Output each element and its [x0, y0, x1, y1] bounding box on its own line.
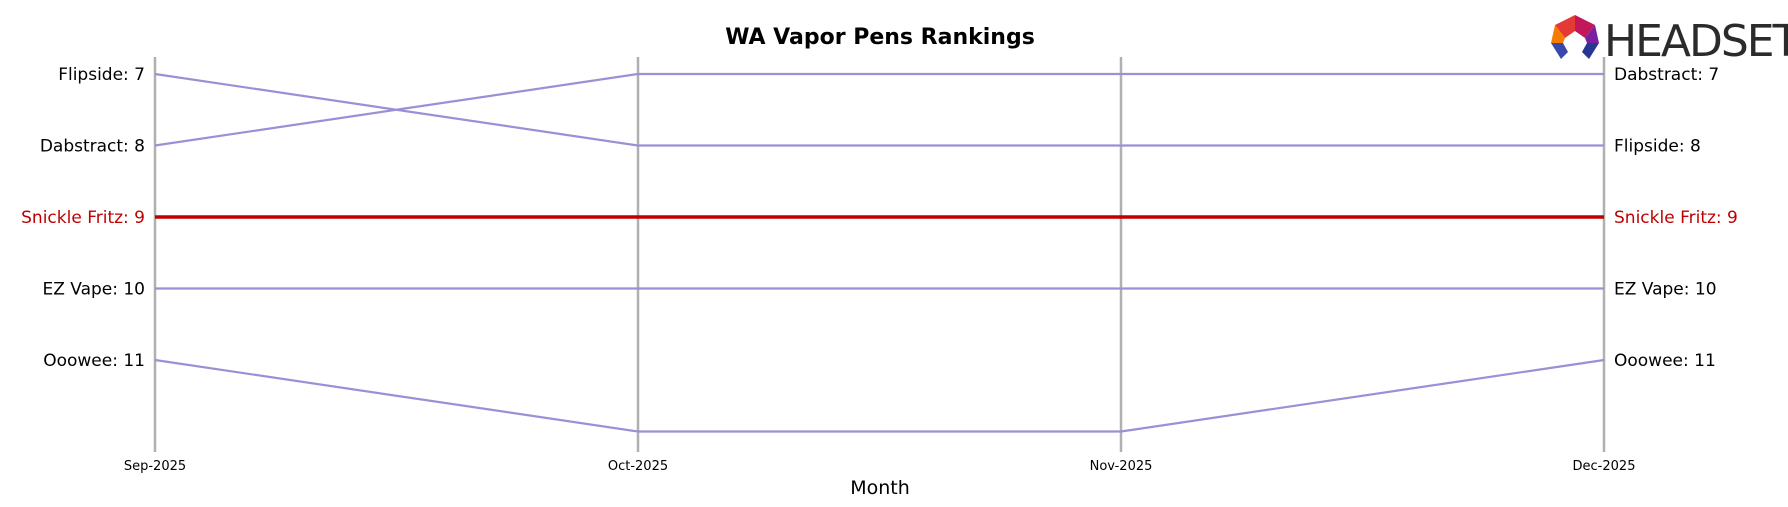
gridlines — [153, 57, 1606, 452]
right-label-ooowee: Ooowee: 11 — [1614, 351, 1716, 371]
headset-logo-mark-icon — [1551, 15, 1599, 59]
left-label-dabstract: Dabstract: 8 — [40, 137, 145, 157]
left-label-ez-vape: EZ Vape: 10 — [42, 280, 145, 300]
x-tick-nov-2025: Nov-2025 — [1090, 459, 1153, 474]
x-tick-dec-2025: Dec-2025 — [1573, 459, 1636, 474]
left-label-ooowee: Ooowee: 11 — [43, 351, 145, 371]
series-line-flipside — [154, 72, 1604, 147]
left-rank-labels: Flipside: 7 Dabstract: 8 Snickle Fritz: 9 E… — [21, 65, 145, 371]
chart-title: WA Vapor Pens Rankings — [725, 25, 1035, 50]
headset-logo-text: HEADSET — [1604, 16, 1788, 67]
left-label-flipside: Flipside: 7 — [58, 65, 145, 85]
right-label-flipside: Flipside: 8 — [1614, 137, 1701, 157]
x-axis-label: Month — [850, 477, 910, 499]
x-tick-oct-2025: Oct-2025 — [608, 459, 668, 474]
series-lines — [154, 72, 1605, 433]
series-line-dabstract — [154, 72, 1604, 147]
x-tick-labels: Sep-2025 Oct-2025 Nov-2025 Dec-2025 — [124, 459, 1636, 474]
left-label-snickle-fritz: Snickle Fritz: 9 — [21, 208, 145, 228]
right-rank-labels: Dabstract: 7 Flipside: 8 Snickle Fritz: 9 E… — [1614, 65, 1738, 371]
right-label-ez-vape: EZ Vape: 10 — [1614, 280, 1717, 300]
headset-logo: HEADSET — [1551, 15, 1788, 67]
series-line-ooowee — [154, 358, 1605, 433]
right-label-snickle-fritz: Snickle Fritz: 9 — [1614, 208, 1738, 228]
right-label-dabstract: Dabstract: 7 — [1614, 65, 1719, 85]
x-tick-sep-2025: Sep-2025 — [124, 459, 186, 474]
